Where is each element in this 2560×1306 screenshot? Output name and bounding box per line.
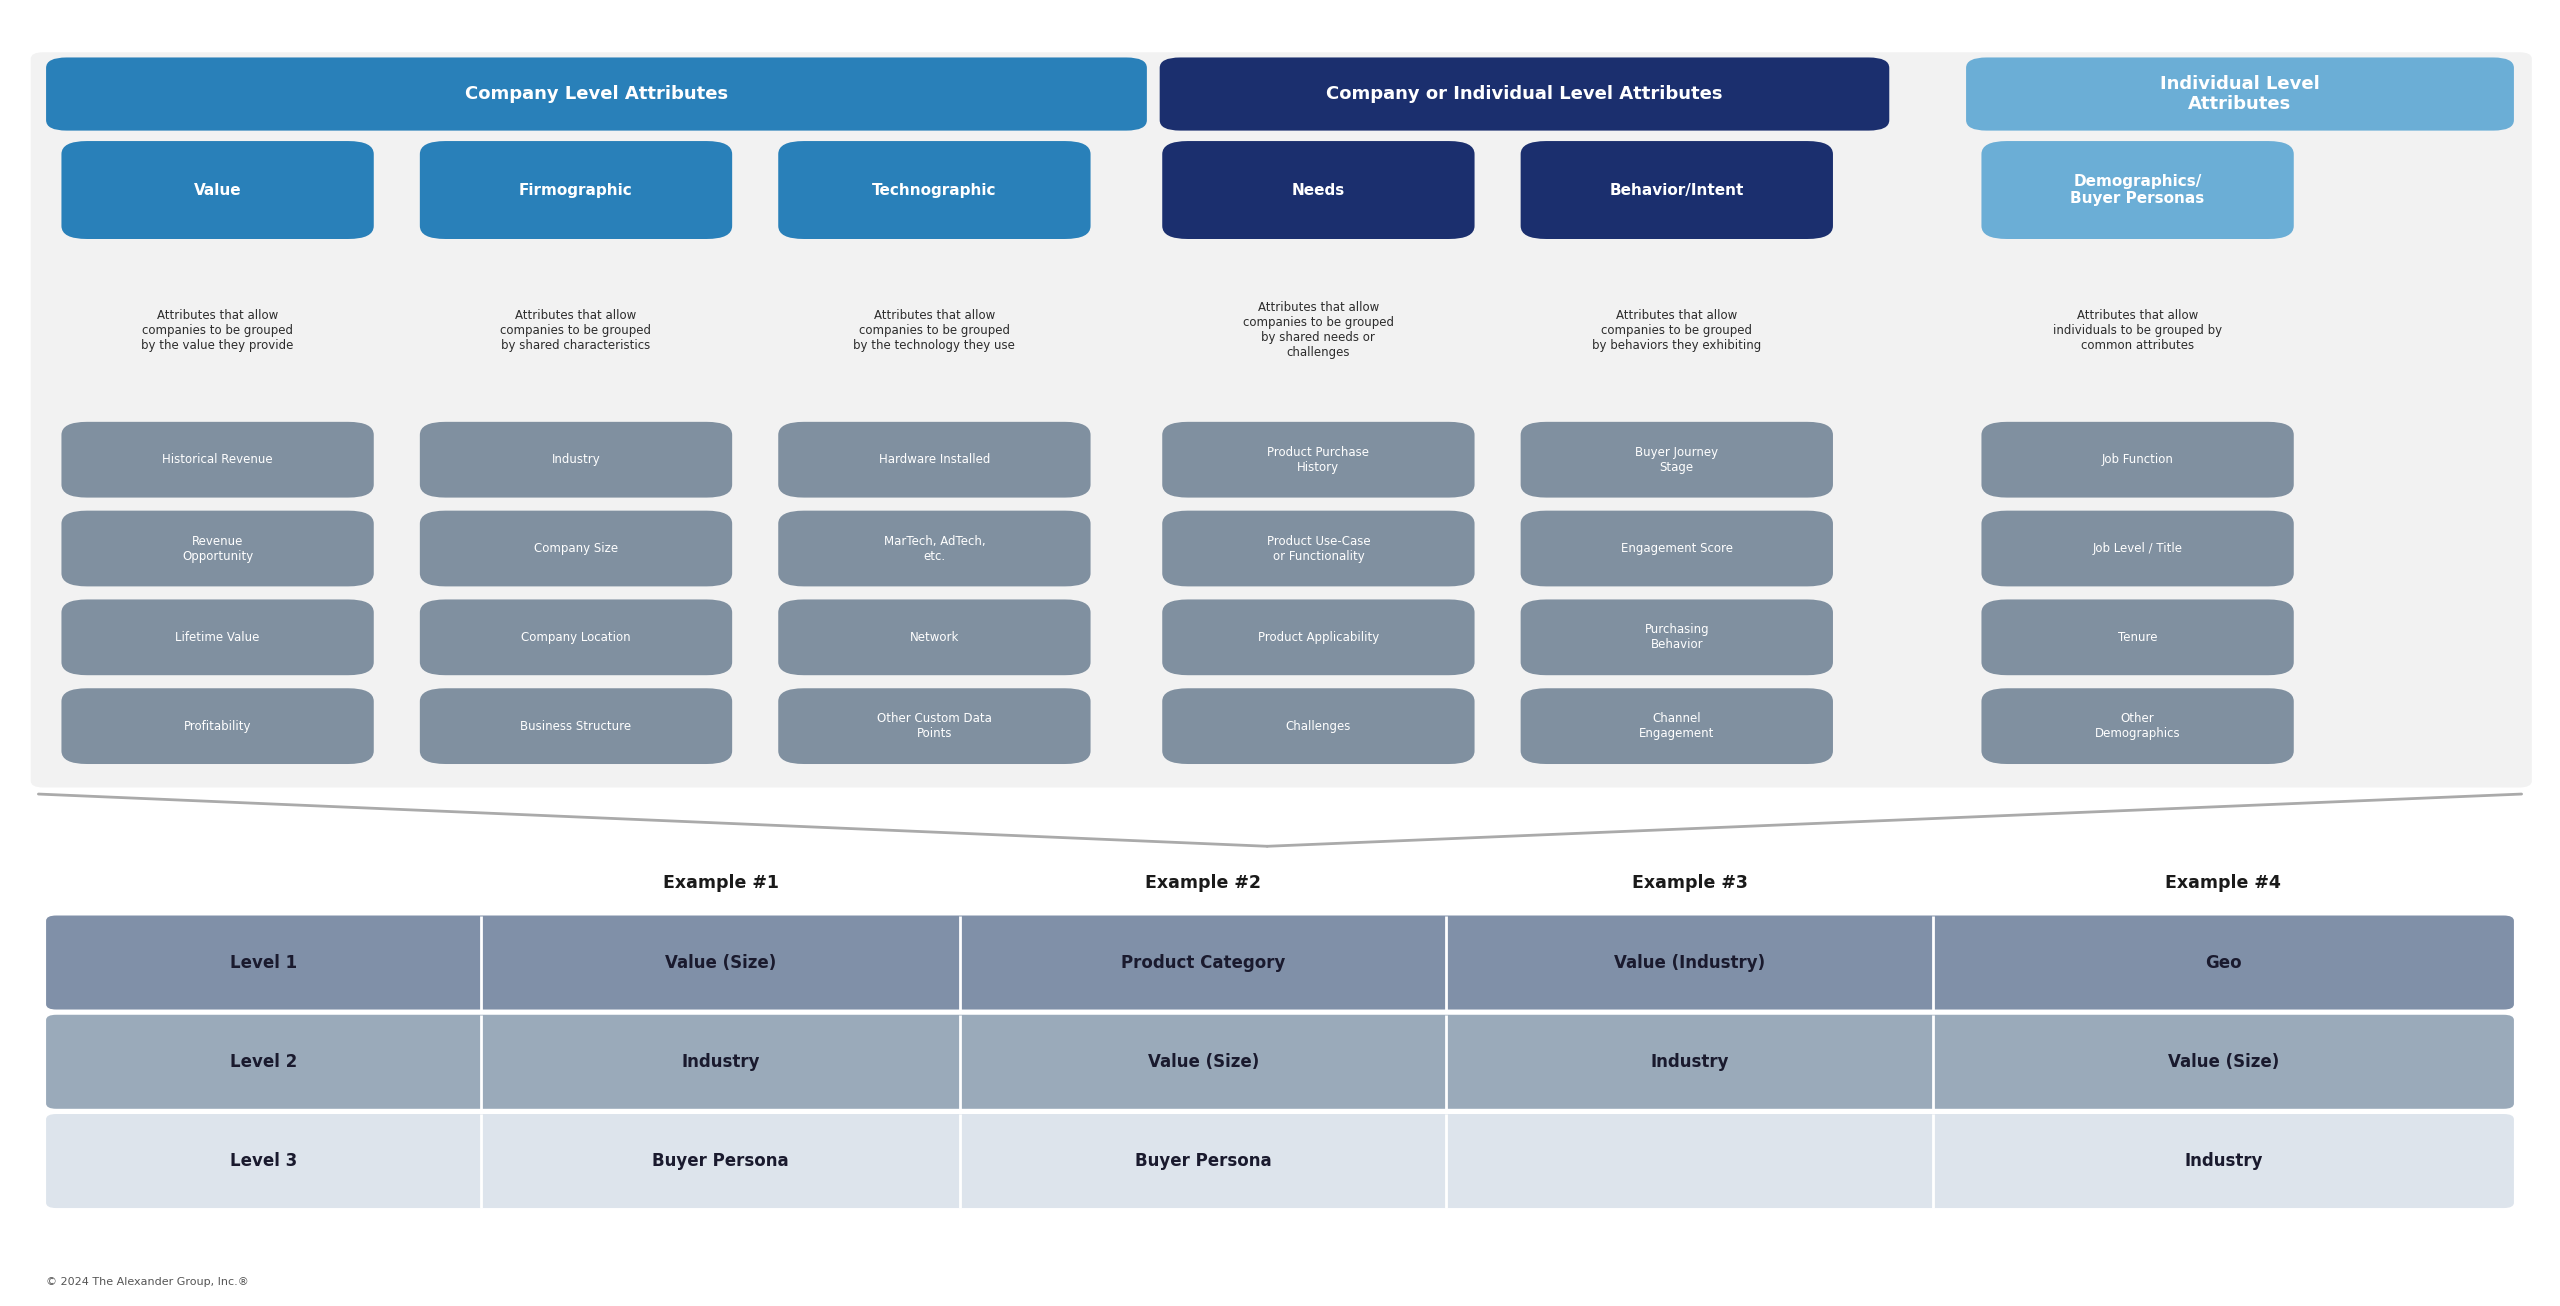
Text: Example #3: Example #3 bbox=[1631, 874, 1748, 892]
Text: Needs: Needs bbox=[1293, 183, 1344, 197]
Text: Attributes that allow
individuals to be grouped by
common attributes: Attributes that allow individuals to be … bbox=[2053, 310, 2222, 351]
FancyBboxPatch shape bbox=[778, 688, 1091, 764]
FancyBboxPatch shape bbox=[1162, 599, 1475, 675]
FancyBboxPatch shape bbox=[1521, 141, 1833, 239]
FancyBboxPatch shape bbox=[778, 599, 1091, 675]
Text: Firmographic: Firmographic bbox=[520, 183, 632, 197]
FancyBboxPatch shape bbox=[420, 422, 732, 498]
Text: Hardware Installed: Hardware Installed bbox=[878, 453, 991, 466]
FancyBboxPatch shape bbox=[1981, 141, 2294, 239]
FancyBboxPatch shape bbox=[61, 422, 374, 498]
Text: Tenure: Tenure bbox=[2117, 631, 2158, 644]
Text: Level 1: Level 1 bbox=[230, 953, 297, 972]
FancyBboxPatch shape bbox=[1981, 688, 2294, 764]
Text: Company Size: Company Size bbox=[535, 542, 617, 555]
Text: Industry: Industry bbox=[550, 453, 602, 466]
FancyBboxPatch shape bbox=[1162, 422, 1475, 498]
FancyBboxPatch shape bbox=[420, 688, 732, 764]
Text: Industry: Industry bbox=[2184, 1152, 2263, 1170]
FancyBboxPatch shape bbox=[1981, 422, 2294, 498]
Text: Other
Demographics: Other Demographics bbox=[2094, 712, 2181, 741]
FancyBboxPatch shape bbox=[1521, 688, 1833, 764]
Text: Value (Size): Value (Size) bbox=[666, 953, 776, 972]
Text: Job Level / Title: Job Level / Title bbox=[2092, 542, 2184, 555]
Text: Example #2: Example #2 bbox=[1144, 874, 1262, 892]
FancyBboxPatch shape bbox=[46, 57, 1147, 131]
Text: Level 2: Level 2 bbox=[230, 1053, 297, 1071]
Text: Historical Revenue: Historical Revenue bbox=[161, 453, 274, 466]
Text: Purchasing
Behavior: Purchasing Behavior bbox=[1644, 623, 1710, 652]
Text: Company or Individual Level Attributes: Company or Individual Level Attributes bbox=[1326, 85, 1723, 103]
Text: Attributes that allow
companies to be grouped
by behaviors they exhibiting: Attributes that allow companies to be gr… bbox=[1592, 310, 1761, 351]
FancyBboxPatch shape bbox=[420, 511, 732, 586]
FancyBboxPatch shape bbox=[778, 511, 1091, 586]
Text: Attributes that allow
companies to be grouped
by shared characteristics: Attributes that allow companies to be gr… bbox=[502, 310, 650, 351]
Text: Example #4: Example #4 bbox=[2166, 874, 2281, 892]
Text: Value (Size): Value (Size) bbox=[1147, 1053, 1260, 1071]
FancyBboxPatch shape bbox=[1521, 422, 1833, 498]
Text: Other Custom Data
Points: Other Custom Data Points bbox=[878, 712, 991, 741]
FancyBboxPatch shape bbox=[61, 141, 374, 239]
Text: Lifetime Value: Lifetime Value bbox=[177, 631, 259, 644]
FancyBboxPatch shape bbox=[420, 599, 732, 675]
FancyBboxPatch shape bbox=[1521, 511, 1833, 586]
FancyBboxPatch shape bbox=[61, 599, 374, 675]
FancyBboxPatch shape bbox=[1981, 599, 2294, 675]
Text: Level 3: Level 3 bbox=[230, 1152, 297, 1170]
Text: Job Function: Job Function bbox=[2102, 453, 2173, 466]
FancyBboxPatch shape bbox=[778, 422, 1091, 498]
Text: MarTech, AdTech,
etc.: MarTech, AdTech, etc. bbox=[883, 534, 986, 563]
Text: Demographics/
Buyer Personas: Demographics/ Buyer Personas bbox=[2071, 174, 2204, 206]
Text: Behavior/Intent: Behavior/Intent bbox=[1610, 183, 1743, 197]
Text: Example #1: Example #1 bbox=[663, 874, 778, 892]
FancyBboxPatch shape bbox=[1160, 57, 1889, 131]
Text: Product Category: Product Category bbox=[1121, 953, 1285, 972]
Text: Industry: Industry bbox=[681, 1053, 760, 1071]
Text: Network: Network bbox=[909, 631, 960, 644]
Text: Industry: Industry bbox=[1651, 1053, 1728, 1071]
FancyBboxPatch shape bbox=[46, 916, 2514, 1010]
FancyBboxPatch shape bbox=[1162, 141, 1475, 239]
FancyBboxPatch shape bbox=[1521, 599, 1833, 675]
Text: Attributes that allow
companies to be grouped
by the value they provide: Attributes that allow companies to be gr… bbox=[141, 310, 294, 351]
FancyBboxPatch shape bbox=[1981, 511, 2294, 586]
Text: Buyer Journey
Stage: Buyer Journey Stage bbox=[1636, 445, 1718, 474]
Text: Engagement Score: Engagement Score bbox=[1620, 542, 1733, 555]
Text: Challenges: Challenges bbox=[1285, 720, 1352, 733]
Text: © 2024 The Alexander Group, Inc.®: © 2024 The Alexander Group, Inc.® bbox=[46, 1277, 248, 1288]
Text: Value (Industry): Value (Industry) bbox=[1613, 953, 1766, 972]
Text: Buyer Persona: Buyer Persona bbox=[1134, 1152, 1272, 1170]
Text: Geo: Geo bbox=[2204, 953, 2243, 972]
Text: Company Location: Company Location bbox=[522, 631, 630, 644]
FancyBboxPatch shape bbox=[778, 141, 1091, 239]
FancyBboxPatch shape bbox=[46, 1015, 2514, 1109]
Text: Value (Size): Value (Size) bbox=[2168, 1053, 2278, 1071]
Text: Business Structure: Business Structure bbox=[520, 720, 632, 733]
FancyBboxPatch shape bbox=[1162, 511, 1475, 586]
Text: Technographic: Technographic bbox=[873, 183, 996, 197]
Text: Profitability: Profitability bbox=[184, 720, 251, 733]
FancyBboxPatch shape bbox=[61, 511, 374, 586]
Text: Product Use-Case
or Functionality: Product Use-Case or Functionality bbox=[1267, 534, 1370, 563]
Text: Product Purchase
History: Product Purchase History bbox=[1267, 445, 1370, 474]
Text: Revenue
Opportunity: Revenue Opportunity bbox=[182, 534, 253, 563]
Text: Channel
Engagement: Channel Engagement bbox=[1638, 712, 1715, 741]
Text: Company Level Attributes: Company Level Attributes bbox=[466, 85, 727, 103]
FancyBboxPatch shape bbox=[61, 688, 374, 764]
Text: Attributes that allow
companies to be grouped
by the technology they use: Attributes that allow companies to be gr… bbox=[852, 310, 1016, 351]
FancyBboxPatch shape bbox=[31, 52, 2532, 788]
Text: Attributes that allow
companies to be grouped
by shared needs or
challenges: Attributes that allow companies to be gr… bbox=[1244, 302, 1393, 359]
Text: Value: Value bbox=[195, 183, 241, 197]
FancyBboxPatch shape bbox=[420, 141, 732, 239]
FancyBboxPatch shape bbox=[1966, 57, 2514, 131]
Text: Buyer Persona: Buyer Persona bbox=[653, 1152, 788, 1170]
Text: Product Applicability: Product Applicability bbox=[1257, 631, 1380, 644]
FancyBboxPatch shape bbox=[46, 1114, 2514, 1208]
FancyBboxPatch shape bbox=[1162, 688, 1475, 764]
Text: Individual Level
Attributes: Individual Level Attributes bbox=[2161, 74, 2319, 114]
